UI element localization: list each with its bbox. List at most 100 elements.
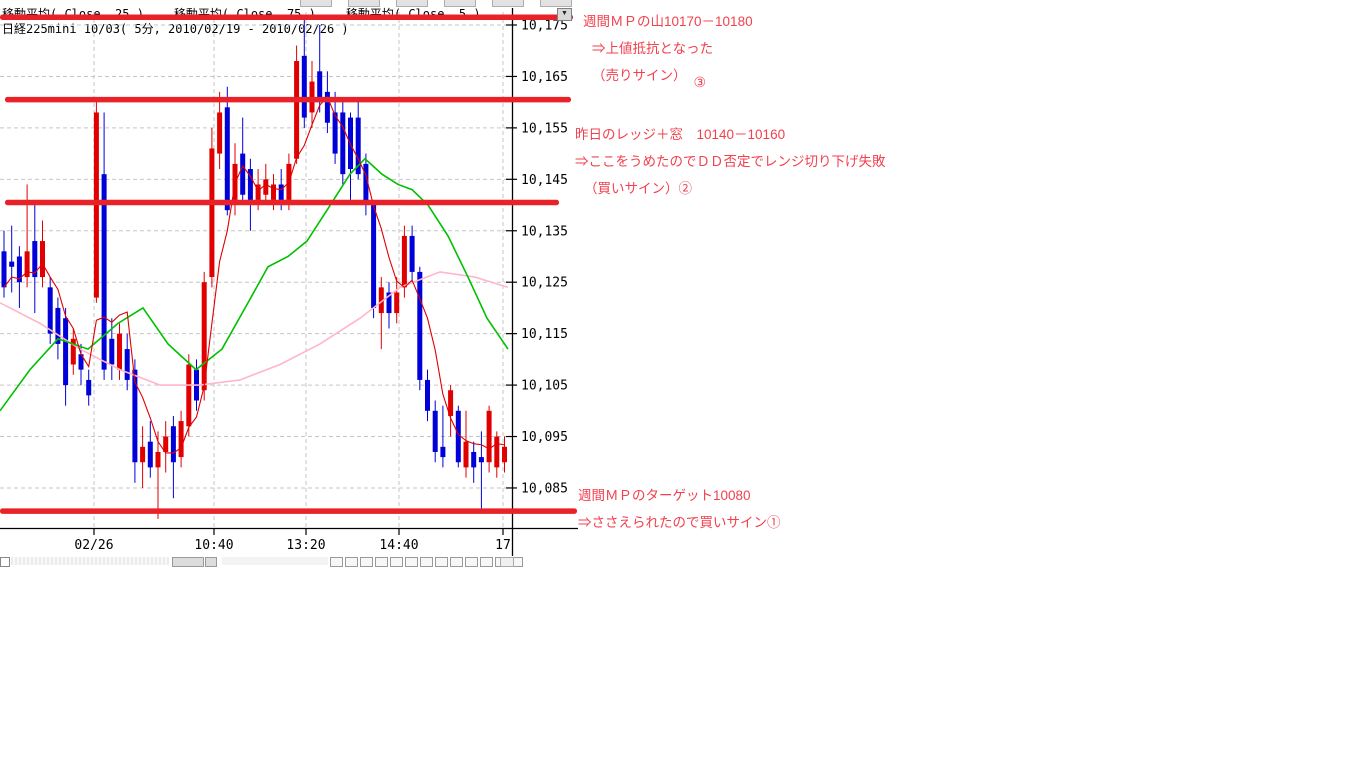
candle-body xyxy=(170,426,176,463)
candle-body xyxy=(247,169,253,200)
annotation-line: 週間ＭＰのターゲット10080 xyxy=(578,488,751,503)
annotation-sell-signal: 週間ＭＰの山10170－10180 ⇒上値抵抗となった （売りサイン） ③ xyxy=(583,8,753,90)
candle-body xyxy=(386,292,392,314)
candle-body xyxy=(263,179,269,195)
candle-body xyxy=(240,153,246,195)
y-axis-label: 10,135 xyxy=(521,224,568,239)
y-axis-label: 10,095 xyxy=(521,430,568,445)
candle-body xyxy=(409,235,415,272)
x-axis-label: 13:20 xyxy=(286,538,325,553)
y-axis-label: 10,155 xyxy=(521,121,568,136)
support-resistance-line xyxy=(5,199,559,206)
axis-dropdown-button[interactable]: ▼ xyxy=(557,8,572,21)
candle-body xyxy=(24,251,30,278)
candle-body xyxy=(255,184,261,200)
candle-body xyxy=(448,390,454,416)
y-axis-label: 10,115 xyxy=(521,327,568,342)
candle-body xyxy=(55,307,61,344)
candle-body xyxy=(217,112,223,154)
candle-body xyxy=(63,318,69,386)
toolbar-fragment xyxy=(492,0,524,7)
y-axis-label: 10,125 xyxy=(521,276,568,291)
candle-body xyxy=(9,261,15,267)
candle-body xyxy=(70,338,76,365)
candle-body xyxy=(78,354,84,370)
candle-body xyxy=(340,112,346,175)
annotation-buy-signal-1: 週間ＭＰのターゲット10080 ⇒ささえられたので買いサイン① xyxy=(578,482,781,536)
annotation-buy-signal-2: 昨日のレッジ＋窓 10140－10160 ⇒ここをうめたのでＤＤ否定でレンジ切り… xyxy=(575,121,886,202)
annotation-line: ⇒上値抵抗となった xyxy=(592,41,714,56)
candle-body xyxy=(378,287,384,314)
ma5 xyxy=(3,96,505,454)
annotation-line: ⇒ここをうめたのでＤＤ否定でレンジ切り下げ失敗 xyxy=(575,154,886,169)
annotation-line: （売りサイン） ③ xyxy=(583,62,753,90)
candle-body xyxy=(163,436,169,452)
candle-body xyxy=(471,451,477,468)
gridlines xyxy=(0,12,509,528)
candle-body xyxy=(317,71,323,103)
candle-body xyxy=(278,184,284,200)
candle-body xyxy=(355,117,361,175)
x-axis-label: 14:40 xyxy=(379,538,418,553)
toolbar-fragment xyxy=(396,0,428,7)
candle-body xyxy=(394,292,400,314)
ma25-line xyxy=(0,157,509,412)
circled-3: ③ xyxy=(693,74,707,90)
scrollbar-track[interactable] xyxy=(11,557,169,565)
ma25 xyxy=(0,157,509,412)
candle-body xyxy=(101,174,107,370)
candle-body xyxy=(209,148,215,278)
candle-body xyxy=(455,410,461,463)
scrollbar-end-button[interactable] xyxy=(500,557,514,567)
candle-body xyxy=(271,184,276,200)
candle-body xyxy=(440,446,446,458)
candle-body xyxy=(486,410,492,463)
candle-body xyxy=(301,55,307,118)
candle-body xyxy=(494,436,500,468)
x-axis-label: 02/26 xyxy=(74,538,113,553)
y-axis-label: 10,085 xyxy=(521,481,568,496)
scrollbar-end-button[interactable] xyxy=(0,557,10,567)
annotation-line: ⇒ささえられたので買いサイン① xyxy=(578,515,781,530)
candle-body xyxy=(371,205,377,308)
y-axis-label: 10,175 xyxy=(521,19,568,34)
candle-body xyxy=(16,256,22,283)
candle-body xyxy=(201,282,207,391)
candle-body xyxy=(1,251,7,288)
ma75-line xyxy=(0,271,509,386)
candle-body xyxy=(463,441,469,468)
scrollbar-segment-buttons[interactable] xyxy=(330,557,523,567)
support-resistance-line xyxy=(5,96,571,103)
candle-body xyxy=(140,446,146,463)
candle-body xyxy=(478,457,484,463)
candle-body xyxy=(224,107,230,211)
candle-body xyxy=(147,441,153,468)
y-axis-label: 10,145 xyxy=(521,173,568,188)
candle-body xyxy=(401,235,407,288)
candle-body xyxy=(432,410,438,452)
ma5-line xyxy=(3,96,505,454)
candle-body xyxy=(155,451,161,468)
axes: 10,175 10,165 10,155 10,145 10,135 10,125 10,1… xyxy=(0,8,578,556)
candle-body xyxy=(363,163,369,206)
ma75 xyxy=(0,271,509,386)
candle-body xyxy=(502,446,507,463)
candle-body xyxy=(417,271,423,380)
candle-body xyxy=(40,241,45,278)
scrollbar-track[interactable] xyxy=(222,557,328,565)
candle-body xyxy=(47,287,53,334)
candle-body xyxy=(32,241,38,278)
scrollbar-thumb[interactable] xyxy=(172,557,204,567)
candle-body xyxy=(324,91,330,123)
scrollbar-thumb[interactable] xyxy=(205,557,217,567)
candle-body xyxy=(186,364,192,427)
x-axis-label: 10:40 xyxy=(194,538,233,553)
toolbar-fragment xyxy=(348,0,380,7)
chart-window: 10,175 10,165 10,155 10,145 10,135 10,125 10,1… xyxy=(0,0,600,563)
horizontal-scrollbar[interactable] xyxy=(0,556,585,568)
annotation-line: 週間ＭＰの山10170－10180 xyxy=(583,14,753,29)
x-axis-label: 17 xyxy=(495,538,511,553)
toolbar-fragment xyxy=(444,0,476,7)
candle-body xyxy=(132,369,138,463)
